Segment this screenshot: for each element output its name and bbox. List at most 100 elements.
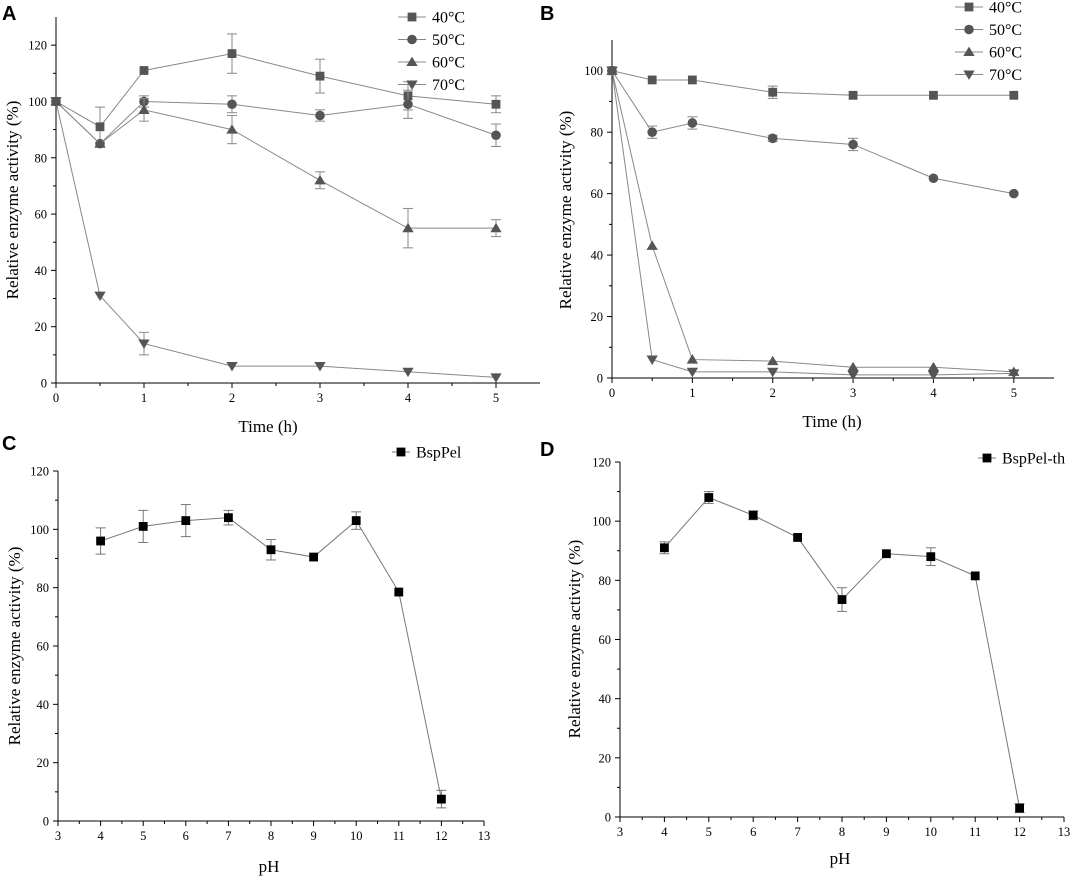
data-point (491, 99, 501, 109)
y-tick-label: 20 (599, 751, 612, 765)
x-tick-label: 13 (478, 829, 491, 843)
legend-item-70c: 70°C (398, 77, 465, 94)
data-point (767, 367, 779, 378)
legend-label: 40°C (989, 0, 1022, 17)
x-tick-label: 10 (925, 825, 938, 839)
legend-marker (406, 80, 418, 90)
data-point (647, 127, 657, 137)
legend-marker (963, 46, 975, 57)
legend-marker (964, 24, 974, 35)
chart-d: 0 20 40 60 80 100 120 3 4 5 6 7 8 9 10 11 12 13 pH Relative… (565, 451, 1070, 869)
legend-item-bsppel: BspPel (392, 445, 462, 462)
series-70c (50, 97, 502, 383)
x-tick-label: 10 (350, 829, 363, 843)
data-point (266, 545, 276, 555)
data-point (1009, 90, 1019, 100)
data-point (315, 71, 325, 81)
x-tick-label: 8 (839, 825, 845, 839)
data-point (748, 510, 758, 520)
x-tick-label: 7 (794, 825, 800, 839)
series-line (55, 101, 496, 229)
x-tick-label: 0 (53, 391, 59, 405)
y-tick-label: 100 (584, 64, 603, 78)
legend-item-40c: 40°C (398, 10, 465, 27)
y-tick-label: 20 (35, 320, 48, 334)
y-tick-label: 100 (28, 95, 47, 109)
data-point (50, 97, 62, 107)
y-tick-label: 60 (599, 633, 612, 647)
data-point (704, 493, 714, 502)
series-bsppel-th (659, 491, 1025, 814)
y-tick-label: 100 (30, 523, 49, 537)
series-line (55, 101, 497, 378)
chart-c: 0 20 40 60 80 100 120 3 4 5 6 7 8 9 10 11 12 13 pH Relative… (5, 445, 490, 877)
data-point (94, 138, 106, 148)
legend-item-40c: 40°C (955, 0, 1022, 17)
x-tick-label: 3 (617, 825, 623, 839)
data-point (394, 587, 404, 597)
data-point (848, 90, 858, 100)
y-tick-label: 80 (591, 126, 604, 140)
data-point (402, 367, 414, 378)
panel-label-c: C (2, 433, 16, 455)
data-point (437, 794, 446, 804)
data-point (768, 87, 778, 97)
chart-b: 0 20 40 60 80 100 0 1 2 3 4 5 Time (h) Relative enzym… (556, 0, 1054, 431)
x-tick-label: 4 (405, 391, 412, 405)
y-tick-label: 120 (28, 39, 47, 53)
y-tick-label: 0 (43, 815, 49, 829)
data-point (686, 354, 699, 364)
series-70c (606, 66, 1020, 381)
data-point (926, 552, 936, 562)
data-point (647, 75, 657, 85)
y-tick-label: 0 (597, 372, 603, 386)
series-line (611, 70, 1014, 376)
series-bsppel (95, 504, 447, 809)
data-point (882, 549, 891, 559)
data-point (793, 533, 802, 542)
data-point (94, 291, 106, 302)
x-tick-label: 11 (969, 825, 981, 839)
y-tick-label: 40 (599, 692, 612, 706)
panel-label-b: B (540, 3, 554, 25)
series-line (55, 53, 497, 128)
x-tick-label: 2 (770, 386, 776, 400)
data-point (227, 49, 237, 58)
x-tick-label: 8 (268, 829, 274, 843)
x-tick-label: 3 (55, 829, 61, 843)
data-point (351, 516, 361, 525)
y-tick-label: 0 (605, 811, 611, 825)
x-tick-label: 4 (661, 825, 668, 839)
panel-label-d: D (540, 439, 554, 461)
legend-label: 50°C (432, 32, 465, 49)
x-tick-label: 9 (883, 825, 889, 839)
x-tick-label: 7 (225, 829, 231, 843)
x-tick-label: 3 (317, 391, 323, 405)
data-point (314, 174, 326, 185)
y-tick-label: 80 (35, 151, 48, 165)
series-60c (50, 96, 502, 249)
legend-item-50c: 50°C (398, 32, 465, 49)
legend-marker (406, 56, 418, 67)
y-tick-label: 60 (591, 187, 604, 201)
series-line (611, 70, 1014, 373)
data-point (490, 373, 502, 383)
series-line (664, 496, 1021, 809)
y-tick-label: 80 (37, 581, 50, 595)
x-axis-title: Time (h) (802, 412, 861, 431)
legend-label: 60°C (989, 45, 1022, 62)
data-point (138, 104, 150, 114)
legend-label: 50°C (989, 22, 1022, 39)
data-point (970, 571, 980, 581)
legend-label: BspPel (416, 445, 462, 462)
y-tick-label: 20 (37, 756, 50, 770)
legend-label: 70°C (432, 77, 465, 94)
x-tick-label: 3 (850, 386, 856, 400)
y-tick-label: 40 (591, 249, 604, 263)
x-tick-label: 5 (1011, 386, 1017, 400)
x-tick-label: 6 (750, 825, 756, 839)
data-point (139, 66, 149, 75)
data-point (927, 370, 940, 381)
data-point (226, 362, 238, 372)
data-point (403, 99, 413, 110)
